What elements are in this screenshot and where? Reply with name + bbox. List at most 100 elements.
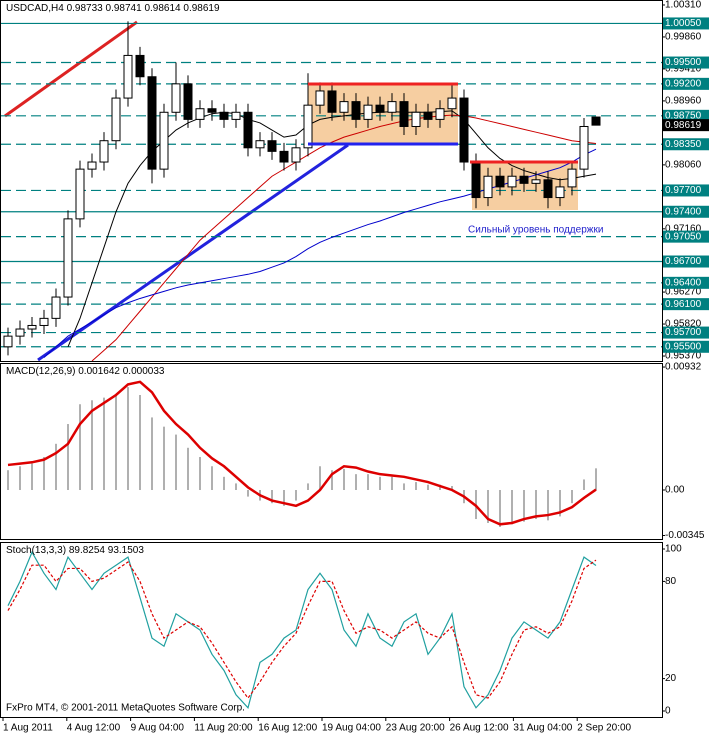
candle-body xyxy=(375,104,385,113)
macd-bar xyxy=(355,474,357,490)
copyright: FxPro MT4, © 2001-2011 MetaQuotes Softwa… xyxy=(6,703,245,714)
panel-border xyxy=(0,542,663,718)
annotation: Сильный уровень поддержки xyxy=(468,225,603,236)
price-label-bg xyxy=(663,119,709,132)
macd-bar xyxy=(151,417,153,490)
candle-body xyxy=(327,90,337,113)
y-tick-label: -0.00345 xyxy=(665,530,705,541)
x-tick-label: 2 Sep 20:00 xyxy=(577,723,631,734)
macd-bar xyxy=(439,484,441,490)
candle-body xyxy=(291,147,301,163)
candle-body xyxy=(447,97,457,110)
symbol: USDCAD,H4 xyxy=(6,3,64,14)
trend-line xyxy=(37,143,349,362)
candle-body xyxy=(399,101,409,127)
macd-bar xyxy=(79,404,81,490)
macd-bar xyxy=(91,400,93,490)
macd-value: 0.001642 xyxy=(78,366,120,377)
macd-title: MACD(12,26,9) xyxy=(6,366,75,377)
y-tick-label: 0.99860 xyxy=(665,32,702,43)
macd-bar xyxy=(175,434,177,490)
level-label-bg xyxy=(663,109,709,122)
y-tick-label: 100 xyxy=(665,544,682,555)
stoch-title: Stoch(13,3,3) xyxy=(6,545,66,556)
level-label-bg xyxy=(663,326,709,339)
candle-body xyxy=(111,97,121,142)
x-tick-label: 19 Aug 04:00 xyxy=(322,723,381,734)
level-label: 0.97700 xyxy=(665,185,702,196)
candle-body xyxy=(39,317,49,326)
candle-body xyxy=(555,186,565,199)
plot xyxy=(3,21,601,709)
macd-bar xyxy=(511,489,513,525)
candle-body xyxy=(531,179,541,184)
macd-bar xyxy=(307,483,309,490)
candle-body xyxy=(27,324,37,330)
y-tick-label: 0.97160 xyxy=(665,223,702,234)
macd-bar xyxy=(343,468,345,490)
macd-bar xyxy=(187,447,189,490)
level-label: 0.95700 xyxy=(665,327,702,338)
macd-bar xyxy=(415,482,417,490)
candle-body xyxy=(147,76,157,170)
y-tick-label: 0.96270 xyxy=(665,287,702,298)
macd-signal xyxy=(7,380,597,526)
level-label-bg xyxy=(663,17,709,30)
level-label: 0.96400 xyxy=(665,277,702,288)
candle-body xyxy=(15,328,25,337)
candle-body xyxy=(231,111,241,120)
macd-bar xyxy=(67,424,69,490)
panel-border xyxy=(0,0,663,362)
candle-body xyxy=(195,108,205,120)
candle-body xyxy=(483,175,493,199)
macd-bar xyxy=(583,479,585,490)
stoch-header: Stoch(13,3,3) 89.8254 93.1503 xyxy=(6,545,144,556)
candle-body xyxy=(435,108,445,120)
candle-body xyxy=(459,97,469,163)
trend-line xyxy=(4,20,138,118)
candle-body xyxy=(591,116,601,126)
macd-bar xyxy=(451,486,453,490)
level-label: 0.97050 xyxy=(665,231,702,242)
macd-header: MACD(12,26,9) 0.001642 0.000033 xyxy=(6,366,165,377)
macd-bar xyxy=(391,476,393,490)
level-label: 0.95500 xyxy=(665,341,702,352)
macd-bar xyxy=(547,489,549,521)
stoch-signal-value: 93.1503 xyxy=(108,545,145,556)
candle-body xyxy=(3,335,13,348)
y-tick-label: 20 xyxy=(665,673,677,684)
macd-bar xyxy=(379,476,381,490)
level-label: 0.99200 xyxy=(665,78,702,89)
x-tick-label: 1 Aug 2011 xyxy=(3,723,53,734)
candle-body xyxy=(207,108,217,113)
candle-body xyxy=(567,168,577,188)
panel-border xyxy=(0,363,663,540)
candle-body xyxy=(579,125,589,170)
candle-body xyxy=(351,101,361,120)
candle-body xyxy=(507,175,517,188)
macd-bar xyxy=(283,489,285,506)
candle-body xyxy=(471,161,481,199)
candle-body xyxy=(411,111,421,127)
macd-bar xyxy=(247,489,249,497)
macd-bar xyxy=(43,457,45,490)
level-label-bg xyxy=(663,276,709,289)
macd-bar xyxy=(403,483,405,490)
candle-body xyxy=(303,104,313,149)
candle-body xyxy=(387,101,397,113)
candle-body xyxy=(63,218,73,298)
macd-bar xyxy=(487,489,489,523)
price-label: 0.98619 xyxy=(665,120,702,131)
level-label-bg xyxy=(663,340,709,353)
candle-body xyxy=(183,83,193,120)
y-tick-label: 0 xyxy=(665,706,671,717)
candle-body xyxy=(171,83,181,113)
price-header: USDCAD,H4 0.98733 0.98741 0.98614 0.9861… xyxy=(6,3,220,14)
macd-bar xyxy=(55,443,57,490)
candle-body xyxy=(519,175,529,184)
level-label-bg xyxy=(663,298,709,311)
macd-bar xyxy=(499,489,501,527)
x-tick-label: 31 Aug 04:00 xyxy=(513,723,572,734)
macd-bar xyxy=(199,457,201,490)
y-tick-label: 1.00310 xyxy=(665,0,702,11)
